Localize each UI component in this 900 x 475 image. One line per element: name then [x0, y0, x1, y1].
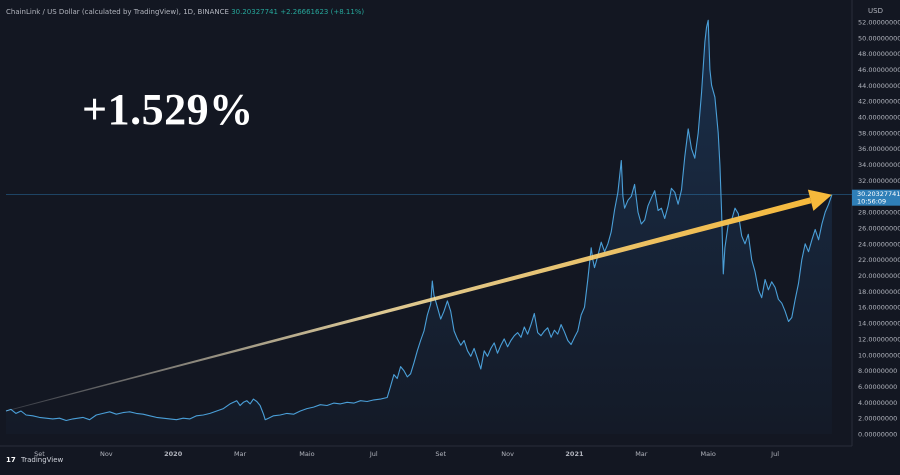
- header-price: 30.20327741: [231, 8, 278, 16]
- x-tick-label: Nov: [501, 450, 514, 458]
- y-tick-label: 6.00000000: [858, 383, 897, 391]
- y-tick-label: 28.00000000: [858, 209, 900, 217]
- x-tick-label: Mar: [234, 450, 247, 458]
- y-tick-label: 46.00000000: [858, 66, 900, 74]
- x-tick-label: Nov: [100, 450, 113, 458]
- y-tick-label: 8.00000000: [858, 367, 897, 375]
- symbol-line: ChainLink / US Dollar (calculated by Tra…: [6, 8, 229, 16]
- x-tick-label: 2020: [164, 450, 183, 458]
- current-price-countdown: 10:56:09: [857, 198, 886, 206]
- x-tick-label: Jul: [770, 450, 779, 458]
- y-tick-label: 32.00000000: [858, 177, 900, 185]
- trend-arrow-head: [807, 189, 832, 211]
- tradingview-logo-icon: 17: [6, 456, 16, 464]
- y-tick-label: 12.00000000: [858, 335, 900, 343]
- y-tick-label: 42.00000000: [858, 98, 900, 106]
- y-tick-label: 38.00000000: [858, 129, 900, 137]
- y-tick-label: 16.00000000: [858, 304, 900, 312]
- y-tick-label: 10.00000000: [858, 351, 900, 359]
- tradingview-branding[interactable]: 17 TradingView: [6, 456, 63, 464]
- y-tick-label: 48.00000000: [858, 50, 900, 58]
- symbol-header: ChainLink / US Dollar (calculated by Tra…: [6, 8, 364, 16]
- x-tick-label: Set: [435, 450, 446, 458]
- y-tick-label: 2.00000000: [858, 415, 897, 423]
- y-tick-label: 14.00000000: [858, 320, 900, 328]
- x-tick-label: 2021: [565, 450, 584, 458]
- x-tick-label: Jul: [369, 450, 378, 458]
- x-tick-label: Maio: [299, 450, 314, 458]
- header-change: +2.26661623 (+8.11%): [280, 8, 365, 16]
- x-tick-label: Maio: [701, 450, 716, 458]
- y-tick-label: 4.00000000: [858, 399, 897, 407]
- y-tick-label: 26.00000000: [858, 224, 900, 232]
- y-tick-label: 52.00000000: [858, 18, 900, 26]
- y-tick-label: 24.00000000: [858, 240, 900, 248]
- y-tick-label: 50.00000000: [858, 34, 900, 42]
- y-tick-label: 20.00000000: [858, 272, 900, 280]
- y-tick-label: 36.00000000: [858, 145, 900, 153]
- brand-name: TradingView: [20, 456, 64, 464]
- current-price-value: 30.20327741: [857, 190, 900, 198]
- x-tick-label: Mar: [635, 450, 648, 458]
- y-tick-label: 40.00000000: [858, 114, 900, 122]
- trend-arrow-shaft: [5, 197, 812, 412]
- x-tick-label: Set: [34, 450, 45, 458]
- y-tick-label: 22.00000000: [858, 256, 900, 264]
- y-tick-label: 18.00000000: [858, 288, 900, 296]
- price-area-fill: [6, 20, 832, 435]
- y-tick-label: 44.00000000: [858, 82, 900, 90]
- current-price-label-bg: [852, 189, 900, 206]
- performance-annotation: +1.529%: [82, 85, 254, 134]
- y-tick-label: 0.00000000: [858, 431, 897, 439]
- axis-currency-label: USD: [868, 7, 883, 15]
- y-tick-label: 34.00000000: [858, 161, 900, 169]
